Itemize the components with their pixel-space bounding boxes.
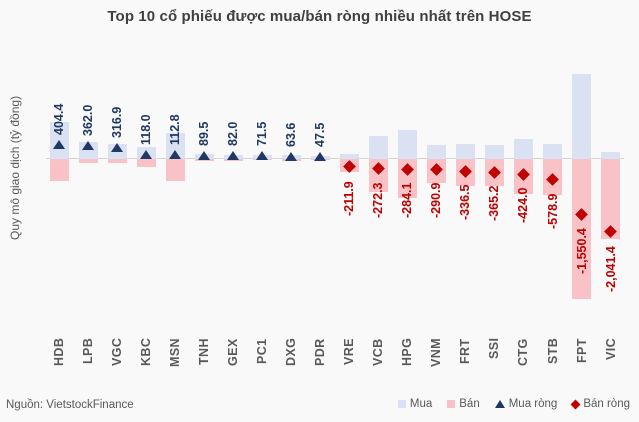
x-axis-ticker-label: VRE	[342, 338, 357, 365]
sell-bar	[49, 159, 69, 182]
net-buy-triangle-marker	[285, 151, 298, 161]
net-value-label: -1,550.4	[574, 228, 589, 275]
net-buy-triangle-marker	[227, 151, 240, 161]
net-buy-triangle-marker	[314, 152, 327, 162]
buy-bar	[513, 139, 533, 159]
x-axis-ticker-label: DXG	[284, 337, 299, 366]
net-value-label: 112.8	[168, 114, 183, 145]
net-value-label: 47.5	[313, 122, 328, 148]
net-value-label: 362.0	[81, 104, 96, 137]
sell-bar	[78, 159, 98, 164]
legend: Mua Bán Mua ròng Bán ròng	[397, 398, 630, 410]
sell-bar	[194, 159, 214, 161]
net-buy-triangle-marker	[82, 141, 95, 151]
net-value-label: -272.3	[371, 182, 386, 218]
x-axis-ticker-label: GEX	[226, 338, 241, 366]
x-axis-ticker-label: VIC	[603, 337, 618, 360]
legend-sell-label: Bán	[459, 398, 480, 410]
x-axis-ticker-label: FPT	[574, 338, 589, 363]
sell-bar	[107, 159, 127, 163]
buy-bar	[543, 144, 562, 159]
legend-netbuy-triangle-icon	[494, 400, 505, 408]
net-buy-triangle-marker	[111, 142, 124, 152]
buy-bar	[601, 151, 621, 159]
legend-item-netbuy: Mua ròng	[494, 398, 558, 410]
net-value-label: -424.0	[516, 187, 531, 224]
zero-axis-line	[46, 158, 624, 159]
x-axis-ticker-label: VGC	[110, 337, 125, 366]
net-value-label: 118.0	[139, 114, 154, 145]
chart-title: Top 10 cổ phiếu được mua/bán ròng nhiều …	[107, 8, 532, 25]
net-value-label: 89.5	[197, 121, 212, 146]
net-buy-triangle-marker	[140, 149, 153, 159]
x-axis-ticker-label: MSN	[168, 338, 183, 367]
net-buy-triangle-marker	[169, 149, 182, 159]
x-axis-ticker-label: HDB	[52, 337, 66, 366]
net-value-label: 82.0	[226, 121, 241, 147]
net-buy-triangle-marker	[198, 150, 211, 160]
net-value-label: -211.9	[342, 180, 357, 216]
net-value-label: 63.6	[284, 122, 299, 147]
buy-bar	[484, 145, 504, 159]
x-axis-ticker-label: FRT	[458, 338, 473, 365]
legend-sell-swatch	[447, 400, 456, 408]
x-axis-ticker-label: SSI	[487, 337, 502, 359]
x-axis-ticker-label: LPB	[81, 337, 96, 364]
x-axis-ticker-label: TNH	[197, 338, 212, 365]
legend-netbuy-label: Mua ròng	[508, 398, 558, 410]
net-value-label: -336.5	[458, 184, 473, 221]
x-axis-ticker-label: KBC	[139, 337, 154, 366]
legend-item-sell: Bán	[447, 398, 480, 410]
buy-bar	[339, 154, 359, 159]
sell-bar	[165, 159, 185, 181]
buy-bar	[572, 74, 592, 159]
net-value-label: -365.2	[487, 185, 502, 222]
x-axis-ticker-label: HPG	[400, 337, 415, 366]
legend-netsell-diamond-icon	[570, 399, 581, 409]
x-axis-ticker-label: PC1	[255, 338, 270, 364]
sell-bar	[572, 159, 592, 299]
buy-bar	[397, 130, 417, 159]
buy-bar	[368, 136, 388, 159]
net-value-label: 71.5	[255, 122, 270, 147]
net-value-label: -578.9	[545, 193, 560, 229]
x-axis-ticker-label: VCB	[371, 338, 386, 366]
net-value-label: 316.9	[110, 106, 125, 138]
net-buy-triangle-marker	[53, 139, 65, 149]
x-axis-ticker-label: CTG	[516, 338, 531, 366]
source-label: Nguồn: VietstockFinance	[6, 399, 134, 411]
net-value-label: -284.1	[400, 182, 415, 219]
net-buy-triangle-marker	[256, 151, 269, 161]
net-value-label: 404.4	[52, 103, 66, 135]
sell-bar	[601, 159, 621, 240]
x-axis-ticker-label: VNM	[429, 338, 444, 367]
x-axis-ticker-label: PDR	[313, 338, 328, 366]
sell-bar	[136, 159, 156, 167]
x-axis-ticker-label: STB	[545, 337, 560, 364]
buy-bar	[426, 145, 446, 159]
net-value-label: -290.9	[429, 182, 444, 219]
legend-netsell-label: Bán ròng	[583, 398, 630, 410]
net-value-label: -2,041.4	[603, 246, 618, 292]
legend-item-netsell: Bán ròng	[570, 398, 630, 410]
buy-bar	[455, 144, 475, 159]
legend-item-buy: Mua	[397, 398, 433, 410]
legend-buy-label: Mua	[409, 398, 433, 410]
legend-buy-swatch	[397, 400, 406, 408]
